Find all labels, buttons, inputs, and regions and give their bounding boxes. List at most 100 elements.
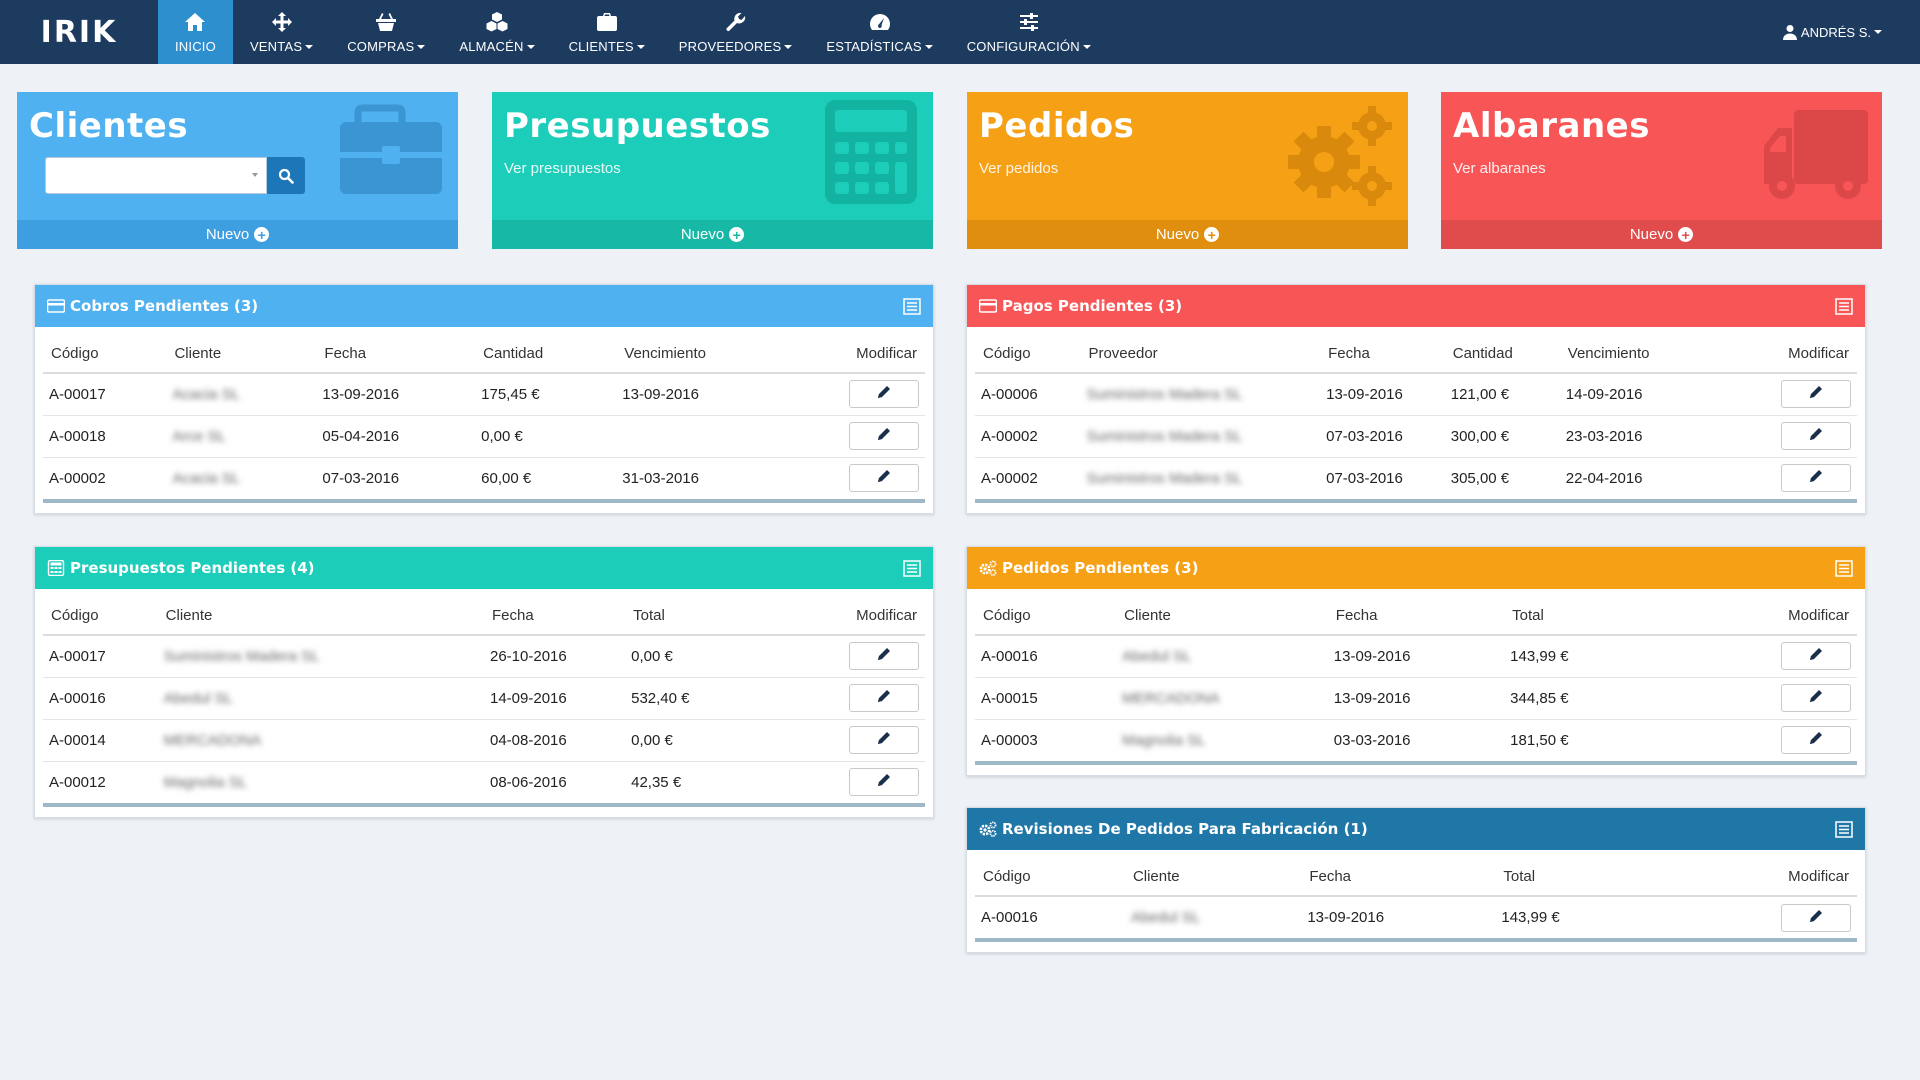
cell-value: 0,00 € [481,428,523,445]
tile-subtitle-link[interactable]: Ver pedidos [979,160,1058,177]
cell-value: 22-04-2016 [1566,470,1643,487]
table-cell: Suministros Madera SL [158,635,484,677]
main-nav: INICIO VENTAS COMPRAS ALMACÉN CLIENTES PROVEE… [158,0,1108,64]
tile-new-label: Nuevo [1630,226,1673,243]
cell-value: 175,45 € [481,386,539,403]
plus-circle-icon: + [729,227,744,242]
table-cell: A-00015 [975,677,1116,719]
nav-item-configuración[interactable]: CONFIGURACIÓN [950,0,1108,64]
boxes-icon [486,11,508,33]
edit-button[interactable] [1781,380,1851,408]
tile-subtitle-link[interactable]: Ver albaranes [1453,160,1546,177]
edit-button[interactable] [1781,684,1851,712]
nav-item-proveedores[interactable]: PROVEEDORES [662,0,810,64]
table-cell [749,635,925,677]
edit-button[interactable] [849,642,919,670]
edit-button[interactable] [849,464,919,492]
table-row: A-00016 Abedul SL 14-09-2016 532,40 € [43,677,925,719]
table-cell [1663,677,1857,719]
client-search-input[interactable] [45,157,267,194]
edit-button[interactable] [1781,726,1851,754]
list-icon[interactable] [903,560,921,577]
edit-button[interactable] [849,684,919,712]
column-header: Total [1504,597,1663,635]
edit-button[interactable] [1781,904,1851,932]
cell-value: 13-09-2016 [1307,909,1384,926]
column-header: Modificar [749,597,925,635]
panel-table: Código Cliente Fecha Total Modificar A-00016 A… [975,858,1857,938]
tile-new-label: Nuevo [681,226,724,243]
table-cell: 23-03-2016 [1560,415,1723,457]
list-icon[interactable] [1835,821,1853,838]
pencil-icon [876,426,892,446]
tile-new-button[interactable]: Nuevo + [1441,220,1882,249]
app-logo[interactable]: IRIK [0,0,158,64]
table-cell: MERCADONA [158,719,484,761]
column-header: Cantidad [475,335,616,373]
calculator-icon [821,98,921,208]
edit-button[interactable] [849,380,919,408]
tile-new-button[interactable]: Nuevo + [967,220,1408,249]
table-cell [749,677,925,719]
nav-item-ventas[interactable]: VENTAS [233,0,330,64]
table-cell: A-00016 [975,635,1116,677]
edit-button[interactable] [849,726,919,754]
cell-value: Arce SL [172,428,225,445]
tile-albaranes: Albaranes Ver albaranes Nuevo + [1441,92,1882,249]
table-cell: 08-06-2016 [484,761,625,803]
edit-button[interactable] [849,422,919,450]
table-cell: 22-04-2016 [1560,457,1723,499]
cell-value: A-00016 [981,648,1038,665]
user-menu[interactable]: ANDRÉS S. [1782,0,1920,64]
panel-title: Revisiones De Pedidos Para Fabricación (… [1002,820,1368,838]
panel-header: Presupuestos Pendientes (4) [35,547,933,589]
table-cell: 305,00 € [1445,457,1560,499]
tile-new-button[interactable]: Nuevo + [492,220,933,249]
cell-value: A-00002 [981,428,1038,445]
nav-item-compras[interactable]: COMPRAS [330,0,442,64]
table-row: A-00006 Suministros Madera SL 13-09-2016 12… [975,373,1857,415]
nav-item-estadísticas[interactable]: ESTADÍSTICAS [809,0,949,64]
column-header: Fecha [1301,858,1495,896]
sliders-icon [1018,11,1040,33]
pencil-icon [1808,688,1824,708]
list-icon[interactable] [1835,298,1853,315]
nav-item-clientes[interactable]: CLIENTES [552,0,662,64]
chevron-down-icon [252,173,258,177]
table-cell [793,415,925,457]
dashboard-icon [869,11,891,33]
table-cell: A-00002 [43,457,166,499]
edit-button[interactable] [1781,642,1851,670]
table-cell: 143,99 € [1495,896,1663,938]
edit-button[interactable] [1781,464,1851,492]
column-header: Código [975,858,1125,896]
cell-value: 143,99 € [1510,648,1568,665]
tile-new-button[interactable]: Nuevo + [17,220,458,249]
table-cell: Arce SL [166,415,316,457]
briefcase-icon [336,100,446,210]
tile-subtitle-link[interactable]: Ver presupuestos [504,160,621,177]
table-cell: 14-09-2016 [1560,373,1723,415]
nav-item-almacén[interactable]: ALMACÉN [442,0,551,64]
cell-value: Suministros Madera SL [1086,428,1242,445]
nav-item-inicio[interactable]: INICIO [158,0,233,64]
table-cell: A-00002 [975,415,1080,457]
table-cell: Abedul SL [158,677,484,719]
panel-table: Código Proveedor Fecha Cantidad Vencimiento M… [975,335,1857,499]
table-cell [793,457,925,499]
tile-title: Albaranes [1453,106,1650,146]
search-button[interactable] [267,157,305,194]
edit-button[interactable] [849,768,919,796]
table-header-row: Código Cliente Fecha Total Modificar [975,858,1857,896]
pencil-icon [1808,468,1824,488]
edit-button[interactable] [1781,422,1851,450]
cell-value: 03-03-2016 [1334,732,1411,749]
cogs-icon [1286,100,1396,210]
list-icon[interactable] [1835,560,1853,577]
client-search [45,157,305,194]
pencil-icon [876,384,892,404]
table-cell: 04-08-2016 [484,719,625,761]
cell-value: 14-09-2016 [490,690,567,707]
list-icon[interactable] [903,298,921,315]
panel-revisiones-pedidos: Revisiones De Pedidos Para Fabricación (… [966,807,1866,953]
